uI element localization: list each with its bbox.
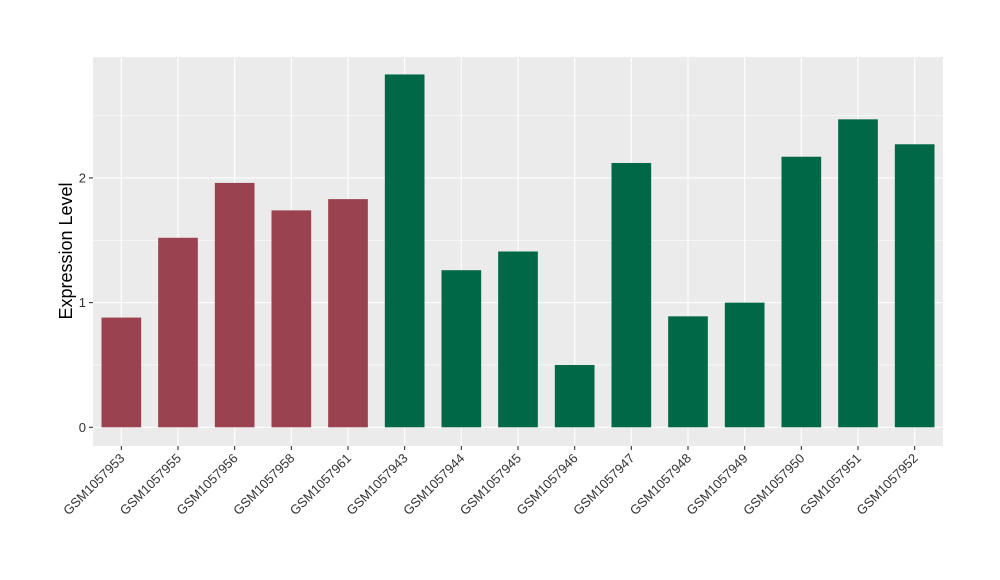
bar-GSM1057955 <box>158 237 198 428</box>
bar-GSM1057949 <box>724 302 765 428</box>
bar-GSM1057951 <box>838 119 878 428</box>
bar-GSM1057950 <box>781 156 822 428</box>
bar-GSM1057947 <box>611 162 652 428</box>
y-tick-label: 1 <box>79 295 86 310</box>
bar-GSM1057943 <box>384 74 425 428</box>
bar-GSM1057956 <box>214 182 255 428</box>
bars <box>101 74 935 428</box>
bar-GSM1057953 <box>101 317 142 428</box>
bar-GSM1057952 <box>894 144 935 428</box>
bar-GSM1057946 <box>554 364 595 428</box>
bar-GSM1057948 <box>668 316 708 428</box>
y-tick-label: 0 <box>79 420 86 435</box>
y-tick-label: 2 <box>79 170 86 185</box>
bar-GSM1057944 <box>441 270 482 428</box>
bar-GSM1057961 <box>328 199 368 428</box>
y-axis-title: Expression Level <box>56 182 76 319</box>
bar-GSM1057958 <box>271 210 312 428</box>
bar-GSM1057945 <box>498 251 538 428</box>
